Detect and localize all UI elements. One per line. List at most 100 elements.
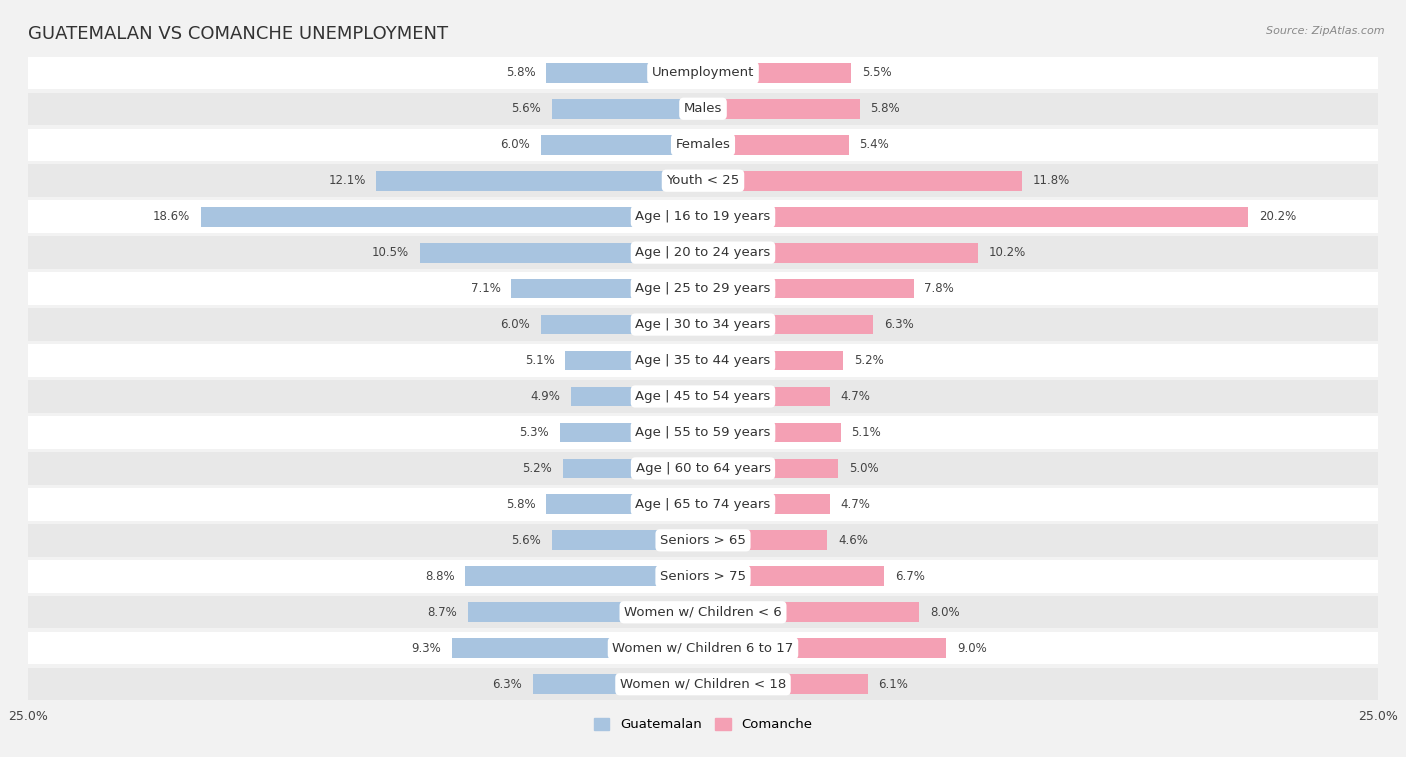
- Bar: [28, 92, 1378, 125]
- Text: 6.0%: 6.0%: [501, 318, 530, 331]
- Bar: [703, 99, 859, 119]
- Text: Age | 16 to 19 years: Age | 16 to 19 years: [636, 210, 770, 223]
- Text: 5.2%: 5.2%: [855, 354, 884, 367]
- Bar: [547, 494, 703, 514]
- Text: 6.3%: 6.3%: [492, 678, 522, 690]
- Bar: [28, 416, 1378, 449]
- Text: 5.1%: 5.1%: [852, 426, 882, 439]
- Bar: [28, 164, 1378, 197]
- Bar: [28, 488, 1378, 521]
- Text: Source: ZipAtlas.com: Source: ZipAtlas.com: [1267, 26, 1385, 36]
- Text: Age | 65 to 74 years: Age | 65 to 74 years: [636, 498, 770, 511]
- Bar: [571, 387, 703, 407]
- Bar: [565, 350, 703, 370]
- Text: 9.3%: 9.3%: [412, 642, 441, 655]
- Text: Age | 45 to 54 years: Age | 45 to 54 years: [636, 390, 770, 403]
- Text: Women w/ Children 6 to 17: Women w/ Children 6 to 17: [613, 642, 793, 655]
- Text: Youth < 25: Youth < 25: [666, 174, 740, 187]
- Text: 6.1%: 6.1%: [879, 678, 908, 690]
- Text: Males: Males: [683, 102, 723, 115]
- Text: Women w/ Children < 18: Women w/ Children < 18: [620, 678, 786, 690]
- Text: 5.6%: 5.6%: [512, 102, 541, 115]
- Text: 5.5%: 5.5%: [862, 67, 891, 79]
- Bar: [703, 63, 852, 83]
- Text: 7.8%: 7.8%: [924, 282, 955, 295]
- Bar: [703, 207, 1249, 226]
- Bar: [533, 674, 703, 694]
- Text: Seniors > 75: Seniors > 75: [659, 570, 747, 583]
- Text: Women w/ Children < 6: Women w/ Children < 6: [624, 606, 782, 618]
- Bar: [512, 279, 703, 298]
- Text: 5.4%: 5.4%: [859, 139, 890, 151]
- Bar: [703, 531, 827, 550]
- Text: Age | 25 to 29 years: Age | 25 to 29 years: [636, 282, 770, 295]
- Text: 11.8%: 11.8%: [1032, 174, 1070, 187]
- Text: GUATEMALAN VS COMANCHE UNEMPLOYMENT: GUATEMALAN VS COMANCHE UNEMPLOYMENT: [28, 25, 449, 43]
- Bar: [541, 315, 703, 335]
- Text: 8.8%: 8.8%: [425, 570, 454, 583]
- Text: 8.7%: 8.7%: [427, 606, 457, 618]
- Text: 10.5%: 10.5%: [371, 246, 409, 259]
- Bar: [28, 524, 1378, 556]
- Bar: [703, 638, 946, 658]
- Text: Females: Females: [675, 139, 731, 151]
- Bar: [562, 459, 703, 478]
- Text: 10.2%: 10.2%: [990, 246, 1026, 259]
- Bar: [377, 171, 703, 191]
- Text: 4.9%: 4.9%: [530, 390, 560, 403]
- Bar: [28, 452, 1378, 484]
- Bar: [28, 308, 1378, 341]
- Bar: [28, 596, 1378, 628]
- Bar: [28, 632, 1378, 665]
- Text: 4.6%: 4.6%: [838, 534, 868, 547]
- Bar: [703, 674, 868, 694]
- Text: 5.2%: 5.2%: [522, 462, 551, 475]
- Bar: [451, 638, 703, 658]
- Bar: [703, 350, 844, 370]
- Bar: [28, 236, 1378, 269]
- Text: Seniors > 65: Seniors > 65: [659, 534, 747, 547]
- Bar: [703, 171, 1022, 191]
- Text: 4.7%: 4.7%: [841, 498, 870, 511]
- Text: Unemployment: Unemployment: [652, 67, 754, 79]
- Text: 9.0%: 9.0%: [956, 642, 987, 655]
- Text: 5.3%: 5.3%: [519, 426, 550, 439]
- Bar: [703, 459, 838, 478]
- Bar: [547, 63, 703, 83]
- Bar: [551, 99, 703, 119]
- Text: 5.0%: 5.0%: [849, 462, 879, 475]
- Text: 6.0%: 6.0%: [501, 139, 530, 151]
- Bar: [28, 201, 1378, 233]
- Text: 6.7%: 6.7%: [894, 570, 925, 583]
- Text: Age | 35 to 44 years: Age | 35 to 44 years: [636, 354, 770, 367]
- Text: Age | 20 to 24 years: Age | 20 to 24 years: [636, 246, 770, 259]
- Bar: [28, 344, 1378, 377]
- Bar: [28, 129, 1378, 161]
- Text: 20.2%: 20.2%: [1260, 210, 1296, 223]
- Text: Age | 55 to 59 years: Age | 55 to 59 years: [636, 426, 770, 439]
- Bar: [551, 531, 703, 550]
- Text: 4.7%: 4.7%: [841, 390, 870, 403]
- Bar: [28, 273, 1378, 305]
- Bar: [28, 560, 1378, 593]
- Text: 18.6%: 18.6%: [153, 210, 190, 223]
- Bar: [703, 566, 884, 586]
- Bar: [703, 603, 920, 622]
- Text: Age | 30 to 34 years: Age | 30 to 34 years: [636, 318, 770, 331]
- Text: Age | 60 to 64 years: Age | 60 to 64 years: [636, 462, 770, 475]
- Text: 12.1%: 12.1%: [328, 174, 366, 187]
- Text: 5.8%: 5.8%: [870, 102, 900, 115]
- Bar: [703, 494, 830, 514]
- Bar: [703, 279, 914, 298]
- Legend: Guatemalan, Comanche: Guatemalan, Comanche: [588, 712, 818, 737]
- Text: 8.0%: 8.0%: [929, 606, 959, 618]
- Bar: [468, 603, 703, 622]
- Text: 5.1%: 5.1%: [524, 354, 554, 367]
- Text: 5.8%: 5.8%: [506, 67, 536, 79]
- Bar: [703, 243, 979, 263]
- Bar: [703, 422, 841, 442]
- Bar: [703, 135, 849, 154]
- Text: 6.3%: 6.3%: [884, 318, 914, 331]
- Bar: [541, 135, 703, 154]
- Bar: [28, 57, 1378, 89]
